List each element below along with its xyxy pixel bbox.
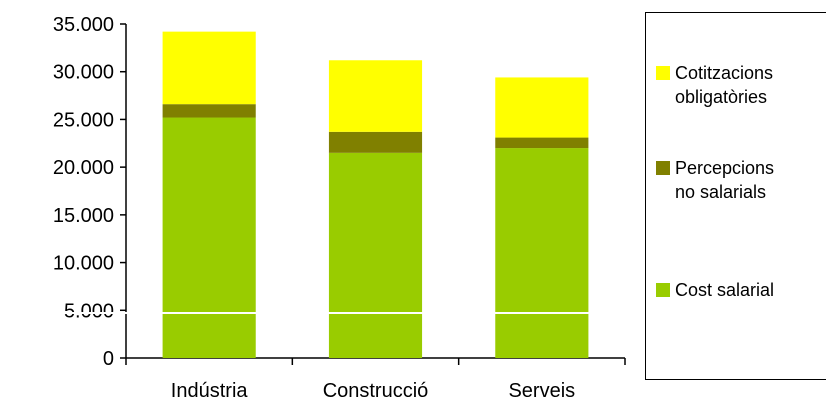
x-category-label: Indústria (171, 380, 249, 402)
bar-segment (328, 152, 423, 358)
legend-item-cotitzacions: Cotitzacions obligatòries (656, 61, 773, 109)
y-axis: 0 5.000 10.000 15.000 20.000 25.000 30.000 35.0… (53, 14, 127, 370)
legend-item-cost-salarial: Cost salarial (656, 278, 774, 302)
bar-segment (162, 117, 256, 359)
x-category-label: Construcció (323, 380, 429, 402)
y-tick-label: 0 (103, 348, 114, 370)
x-category-label: Serveis (508, 380, 575, 402)
bar-segment (162, 104, 256, 118)
bar-segment (495, 148, 589, 358)
horizontal-cut-line (0, 312, 645, 314)
legend-label: Cotitzacions obligatòries (675, 63, 774, 107)
bar-segment (495, 77, 589, 138)
legend-swatch (656, 283, 670, 297)
y-tick-label: 25.000 (53, 109, 114, 131)
bar-segment (162, 31, 256, 105)
bar-segment (328, 60, 423, 132)
legend-label: Percepcions no salarials (675, 158, 775, 202)
x-axis: Indústria Construcció Serveis (125, 357, 626, 402)
y-tick-label: 10.000 (53, 253, 114, 275)
legend-item-percepcions: Percepcions no salarials (656, 156, 774, 204)
legend-swatch (656, 66, 670, 80)
y-tick-label: 35.000 (53, 14, 114, 36)
legend-swatch (656, 161, 670, 175)
bar-segment (328, 131, 423, 153)
y-tick-label: 20.000 (53, 157, 114, 179)
y-tick-label: 5.000 (64, 300, 114, 322)
bars-group (162, 31, 589, 359)
y-tick-label: 15.000 (53, 205, 114, 227)
legend: Cotitzacions obligatòries Percepcions no… (645, 12, 826, 380)
legend-label: Cost salarial (675, 280, 775, 300)
bar-segment (495, 137, 589, 149)
y-tick-label: 30.000 (53, 62, 114, 84)
